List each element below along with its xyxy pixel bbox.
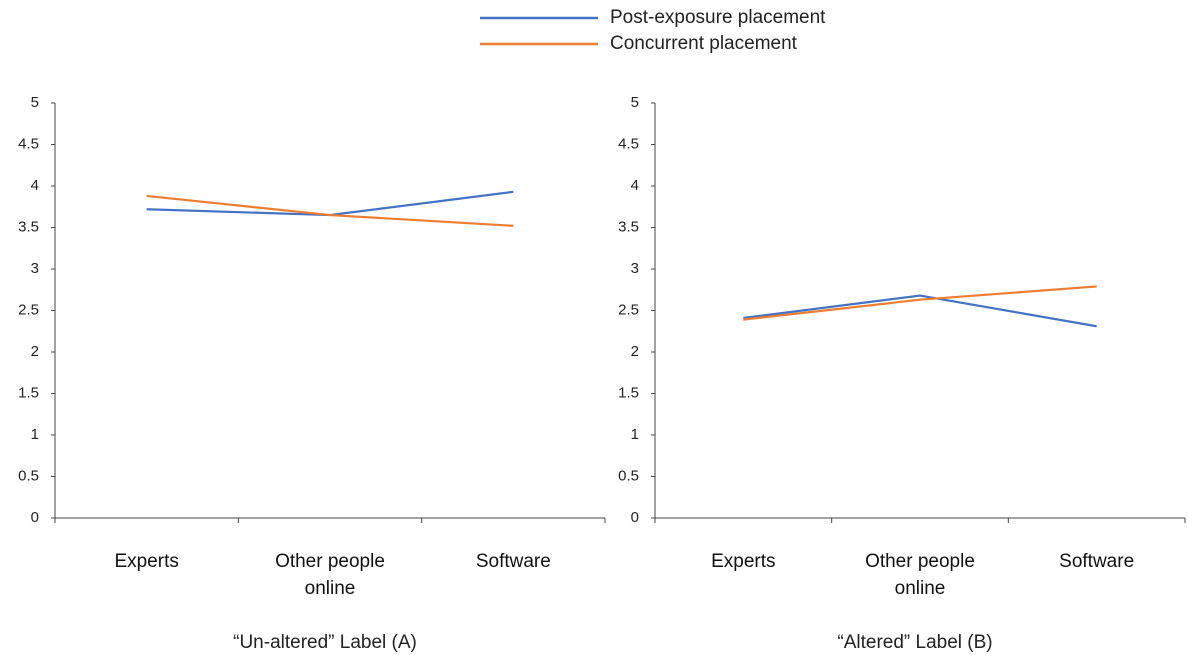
- x-tick-label: Experts: [711, 551, 776, 572]
- x-tick-label: Experts: [114, 551, 179, 572]
- y-tick-label: 2: [31, 343, 39, 360]
- chart-title: “Altered” Label (B): [837, 632, 992, 653]
- series-line: [146, 194, 514, 227]
- y-tick-label: 4: [631, 177, 639, 194]
- y-tick-label: 2.5: [618, 301, 639, 318]
- chart-title: “Un-altered” Label (A): [233, 632, 417, 653]
- y-tick-label: 3.5: [18, 218, 39, 235]
- series-line: [146, 190, 514, 217]
- legend-label: Post-exposure placement: [610, 7, 826, 28]
- y-tick-label: 1: [31, 426, 39, 443]
- x-tick-label: Software: [1059, 551, 1135, 572]
- x-tick-label: Other people online: [275, 551, 385, 599]
- y-tick-label: 1.5: [618, 384, 639, 401]
- y-tick-label: 5: [631, 94, 639, 111]
- y-tick-label: 0.5: [18, 467, 39, 484]
- y-tick-label: 4.5: [18, 135, 39, 152]
- y-tick-label: 1: [631, 426, 639, 443]
- y-tick-label: 0: [631, 509, 639, 526]
- y-tick-label: 2.5: [18, 301, 39, 318]
- series-line: [743, 294, 1097, 328]
- series-line: [743, 285, 1097, 321]
- y-tick-label: 3: [631, 260, 639, 277]
- y-tick-label: 0.5: [618, 467, 639, 484]
- y-tick-label: 5: [31, 94, 39, 111]
- y-tick-label: 4.5: [618, 135, 639, 152]
- y-tick-label: 3.5: [618, 218, 639, 235]
- y-tick-label: 0: [31, 509, 39, 526]
- y-tick-label: 1.5: [18, 384, 39, 401]
- legend-label: Concurrent placement: [610, 33, 798, 54]
- x-tick-label: Other people online: [865, 551, 975, 599]
- x-tick-label: Software: [475, 551, 551, 572]
- y-tick-label: 4: [31, 177, 39, 194]
- y-tick-label: 3: [31, 260, 39, 277]
- y-tick-label: 2: [631, 343, 639, 360]
